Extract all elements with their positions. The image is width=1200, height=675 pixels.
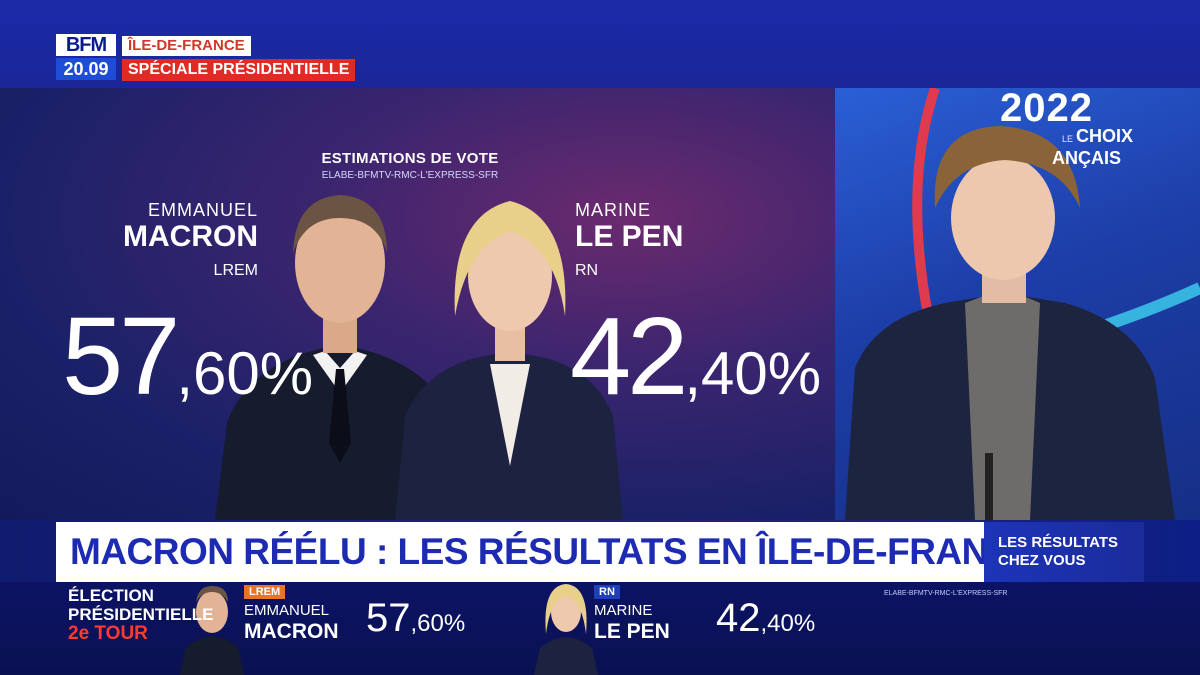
studio-choix: CHOIX — [1076, 126, 1134, 146]
lepen-photo — [395, 201, 623, 520]
ticker-macron-pct-dec: ,60% — [410, 610, 466, 637]
ticker-lepen-first-name: MARINE — [594, 602, 653, 619]
ticker-source: ELABE-BFMTV-RMC-L'EXPRESS-SFR — [884, 590, 1008, 597]
estimations-title: ESTIMATIONS DE VOTE — [321, 150, 499, 167]
macron-party: LREM — [213, 262, 258, 279]
studio-le: LE — [1062, 134, 1074, 144]
lepen-first-name: MARINE — [575, 200, 652, 220]
studio-scene — [845, 88, 1200, 520]
ticker-title-line2: PRÉSIDENTIELLE — [68, 605, 214, 624]
ticker-lepen-percentage: 42,40% — [716, 598, 815, 638]
lepen-last-name: LE PEN — [575, 220, 684, 253]
macron-first-name: EMMANUEL — [147, 200, 258, 220]
macron-pct-int: 57 — [62, 295, 180, 418]
studio-feed — [835, 88, 1200, 520]
ticker-lepen-pct-int: 42 — [716, 596, 761, 640]
side-promo-line2: CHEZ VOUS — [998, 552, 1086, 569]
top-bar: BFM 20.09 ÎLE-DE-FRANCE SPÉCIALE PRÉSIDE… — [0, 0, 1200, 88]
ticker-lepen-pct-dec: ,40% — [760, 610, 816, 637]
ticker-tour: 2e TOUR — [68, 623, 148, 644]
side-promo: LES RÉSULTATS CHEZ VOUS — [984, 522, 1144, 582]
ticker-macron-first-name: EMMANUEL — [244, 602, 330, 619]
estimations-source: ELABE-BFMTV-RMC-L'EXPRESS-SFR — [321, 170, 499, 181]
ticker-lepen-party: RN — [594, 585, 620, 599]
macron-last-name: MACRON — [123, 220, 258, 253]
headline-bar: MACRON RÉÉLU : LES RÉSULTATS EN ÎLE-DE-F… — [56, 522, 1039, 582]
region-tag: ÎLE-DE-FRANCE — [122, 36, 251, 56]
special-tag: SPÉCIALE PRÉSIDENTIELLE — [122, 59, 356, 81]
logo-brand: BFM — [56, 34, 116, 56]
ticker-photos — [180, 584, 598, 675]
ticker-lepen-last-name: LE PEN — [594, 620, 670, 643]
lepen-party: RN — [575, 262, 599, 279]
ticker-macron-last-name: MACRON — [244, 620, 339, 643]
lepen-percentage: 42,40% — [570, 302, 821, 412]
channel-logo: BFM 20.09 — [56, 34, 116, 80]
macron-pct-dec: ,60% — [176, 340, 314, 407]
macron-percentage: 57,60% — [62, 302, 313, 412]
ticker-macron-party: LREM — [244, 585, 286, 599]
studio-year: 2022 — [1000, 86, 1093, 130]
results-graphic: ESTIMATIONS DE VOTE ELABE-BFMTV-RMC-L'EX… — [0, 88, 835, 520]
lepen-pct-int: 42 — [570, 295, 688, 418]
side-promo-line1: LES RÉSULTATS — [998, 534, 1118, 551]
headline-text: MACRON RÉÉLU : LES RÉSULTATS EN ÎLE-DE-F… — [70, 531, 1039, 572]
ticker-title-line1: ÉLECTION — [68, 586, 154, 605]
ticker-macron-pct-int: 57 — [366, 596, 411, 640]
studio-francais: ANÇAIS — [1052, 148, 1122, 168]
logo-time: 20.09 — [56, 58, 116, 80]
lepen-pct-dec: ,40% — [684, 340, 822, 407]
ticker-macron-percentage: 57,60% — [366, 598, 465, 638]
